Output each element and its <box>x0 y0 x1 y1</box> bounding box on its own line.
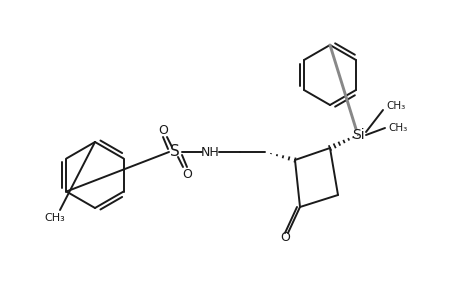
Text: Si: Si <box>351 128 364 142</box>
Text: O: O <box>182 167 191 181</box>
Text: NH: NH <box>200 146 219 158</box>
Text: CH₃: CH₃ <box>387 123 407 133</box>
Text: S: S <box>170 145 179 160</box>
Text: CH₃: CH₃ <box>45 213 65 223</box>
Text: CH₃: CH₃ <box>386 101 405 111</box>
Text: O: O <box>280 232 289 244</box>
Text: O: O <box>158 124 168 136</box>
